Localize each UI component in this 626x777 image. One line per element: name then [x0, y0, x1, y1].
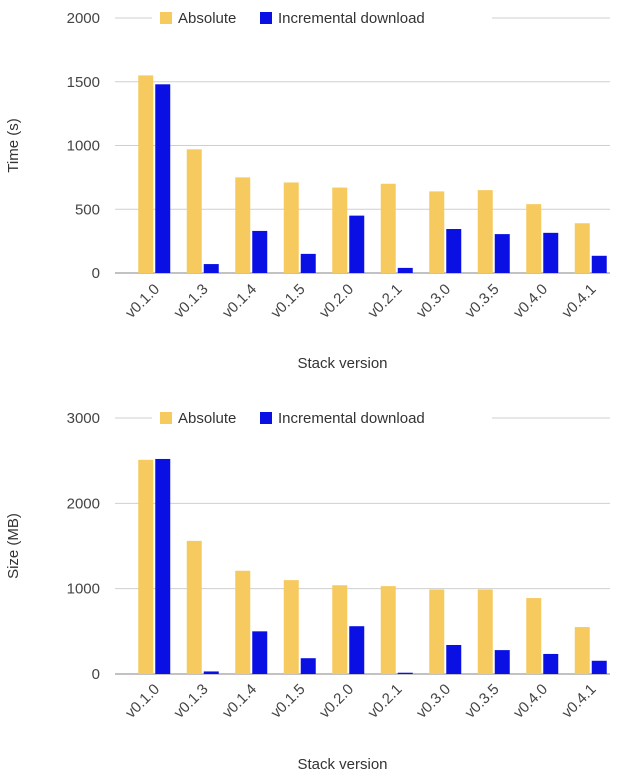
size-bar-incremental: [543, 653, 559, 674]
size-x-tick-label: v0.4.1: [559, 681, 600, 722]
size-bar-absolute: [235, 570, 251, 674]
time-x-tick-label: v0.1.0: [122, 281, 163, 322]
size-x-axis-title: Stack version: [297, 756, 387, 773]
size-bar-absolute: [283, 580, 299, 674]
size-bar-absolute: [138, 459, 154, 674]
size-bar-absolute: [526, 598, 542, 674]
time-bar-absolute: [429, 191, 445, 273]
size-bar-absolute: [380, 586, 396, 674]
size-legend: Absolute Incremental download: [152, 409, 492, 427]
time-chart: 0 500 1000 1500 2000 Absolute Incremental down…: [5, 9, 610, 372]
time-x-tick-label: v0.1.5: [268, 281, 309, 322]
size-legend-swatch-incremental: [260, 412, 272, 424]
size-bar-incremental: [203, 671, 219, 674]
size-x-tick-label: v0.1.3: [171, 681, 212, 722]
size-x-tick-label: v0.1.0: [122, 681, 163, 722]
size-x-tick-label: v0.1.5: [268, 681, 309, 722]
size-x-tick-label: v0.3.5: [462, 681, 503, 722]
time-bar-incremental: [155, 84, 171, 273]
size-bar-incremental: [300, 658, 316, 674]
time-bar-incremental: [252, 230, 268, 273]
size-y-axis-title: Size (MB): [5, 513, 22, 579]
time-x-tick-label: v0.4.0: [510, 281, 551, 322]
time-x-tick-label: v0.2.0: [316, 281, 357, 322]
size-legend-label-incremental: Incremental download: [278, 410, 425, 427]
size-y-tick-label: 3000: [67, 410, 100, 427]
time-x-axis-title: Stack version: [297, 355, 387, 372]
time-x-tick-label: v0.1.3: [171, 281, 212, 322]
time-legend-label-incremental: Incremental download: [278, 10, 425, 27]
size-bar-incremental: [155, 458, 171, 674]
size-x-tick-label: v0.2.1: [365, 681, 406, 722]
time-bar-incremental: [446, 229, 462, 273]
size-chart: 0 1000 2000 3000 Absolute Incremental downloa…: [5, 409, 610, 773]
size-legend-swatch-absolute: [160, 412, 172, 424]
time-bar-absolute: [380, 183, 396, 273]
time-bar-absolute: [283, 182, 299, 273]
size-bar-incremental: [252, 631, 268, 674]
size-bar-incremental: [397, 672, 413, 674]
time-legend: Absolute Incremental download: [152, 9, 492, 27]
time-x-tick-label: v0.3.0: [413, 281, 454, 322]
time-bar-incremental: [543, 232, 559, 273]
size-bar-incremental: [446, 644, 462, 674]
size-y-tick-label: 0: [92, 666, 100, 683]
size-bar-absolute: [186, 540, 202, 674]
time-x-tick-label: v0.3.5: [462, 281, 503, 322]
time-x-tick-label: v0.1.4: [219, 281, 260, 322]
time-y-tick-label: 1500: [67, 74, 100, 91]
time-x-tick-label: v0.4.1: [559, 281, 600, 322]
size-bar-incremental: [494, 650, 510, 674]
time-bar-incremental: [300, 253, 316, 273]
time-bar-absolute: [186, 149, 202, 273]
size-x-tick-label: v0.1.4: [219, 681, 260, 722]
time-bar-incremental: [591, 255, 607, 273]
time-legend-swatch-absolute: [160, 12, 172, 24]
time-bar-incremental: [203, 264, 219, 273]
time-y-tick-label: 500: [75, 201, 100, 218]
size-bar-incremental: [591, 660, 607, 674]
time-legend-swatch-incremental: [260, 12, 272, 24]
time-x-tick-label: v0.2.1: [365, 281, 406, 322]
size-bar-absolute: [574, 627, 590, 674]
time-bar-absolute: [477, 190, 493, 273]
time-bar-absolute: [138, 75, 154, 273]
time-y-tick-label: 0: [92, 265, 100, 282]
time-bar-incremental: [397, 267, 413, 273]
size-x-tick-label: v0.3.0: [413, 681, 454, 722]
size-y-tick-label: 1000: [67, 581, 100, 598]
time-bar-absolute: [235, 177, 251, 273]
size-bar-incremental: [349, 626, 365, 674]
time-bar-absolute: [574, 223, 590, 273]
size-bar-absolute: [332, 585, 348, 674]
time-legend-background: [152, 9, 492, 27]
time-bar-absolute: [332, 187, 348, 273]
size-legend-label-absolute: Absolute: [178, 410, 236, 427]
time-bar-absolute: [526, 204, 542, 273]
time-y-tick-label: 1000: [67, 138, 100, 155]
size-x-tick-label: v0.2.0: [316, 681, 357, 722]
size-bar-absolute: [429, 589, 445, 674]
time-legend-label-absolute: Absolute: [178, 10, 236, 27]
time-y-axis-title: Time (s): [5, 118, 22, 172]
time-bar-incremental: [494, 234, 510, 273]
time-bar-incremental: [349, 215, 365, 273]
size-bar-absolute: [477, 589, 493, 674]
size-legend-background: [152, 409, 492, 427]
size-y-tick-label: 2000: [67, 495, 100, 512]
time-y-tick-label: 2000: [67, 10, 100, 27]
size-x-tick-label: v0.4.0: [510, 681, 551, 722]
